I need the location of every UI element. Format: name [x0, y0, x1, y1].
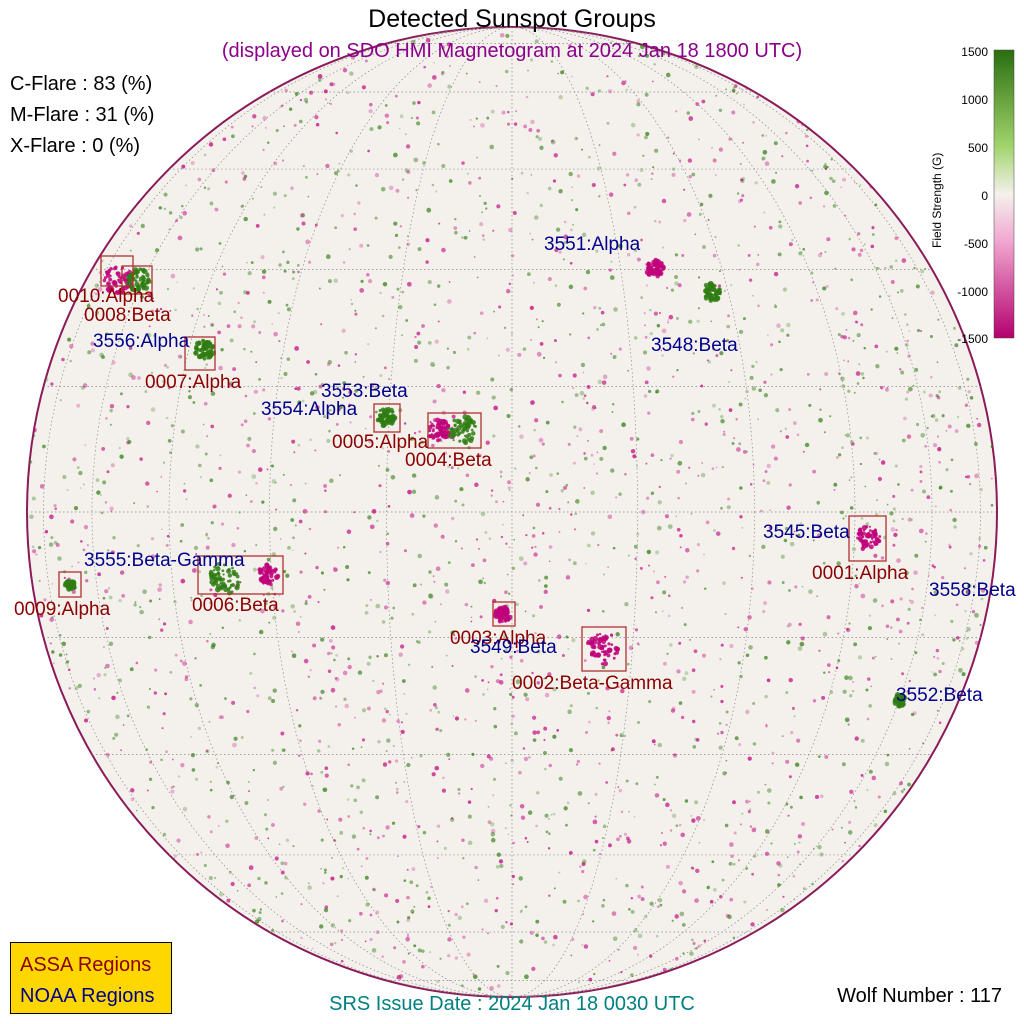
assa-region-label: 0005:Alpha	[332, 432, 429, 453]
assa-region-label: 0006:Beta	[192, 595, 279, 616]
magnetic-field-speckle	[28, 32, 995, 997]
assa-region-label: 0010:Alpha	[58, 286, 155, 307]
noaa-region-label: 3555:Beta-Gamma	[84, 550, 245, 571]
srs-issue-date: SRS Issue Date : 2024 Jan 18 0030 UTC	[329, 993, 695, 1015]
legend-noaa-regions: NOAA Regions	[20, 985, 155, 1007]
assa-region-label: 0001:Alpha	[812, 563, 909, 584]
colorbar	[993, 49, 1015, 339]
noaa-region-label: 3558:Beta	[929, 580, 1016, 601]
colorbar-tick: 1500	[961, 45, 988, 59]
sunspot-boxes	[58, 255, 908, 709]
colorbar-tick: -500	[963, 237, 988, 251]
m-flare-probability: M-Flare : 31 (%)	[10, 104, 155, 126]
noaa-region-label: 3545:Beta	[763, 522, 850, 543]
heliographic-grid	[27, 27, 997, 997]
noaa-region-label: 3548:Beta	[651, 335, 738, 356]
c-flare-probability: C-Flare : 83 (%)	[10, 73, 153, 95]
assa-region-label: 0002:Beta-Gamma	[512, 673, 673, 694]
assa-region-label: 0009:Alpha	[14, 599, 111, 620]
page-subtitle: (displayed on SDO HMI Magnetogram at 202…	[221, 40, 803, 62]
colorbar-tick: 500	[967, 141, 988, 155]
legend-box	[10, 942, 172, 1014]
colorbar-tick: 1000	[961, 93, 988, 107]
assa-region-label: 0003:Alpha	[450, 628, 547, 649]
noaa-region-label: 3551:Alpha	[544, 234, 641, 255]
wolf-number: Wolf Number : 117	[837, 985, 1002, 1007]
noaa-region-label: 3552:Beta	[896, 685, 983, 706]
assa-region-label: 0004:Beta	[405, 450, 492, 471]
page-title: Detected Sunspot Groups	[368, 5, 656, 33]
x-flare-probability: X-Flare : 0 (%)	[10, 135, 141, 157]
legend-assa-regions: ASSA Regions	[20, 954, 152, 976]
colorbar-tick: 0	[981, 189, 988, 203]
assa-region-label: 0007:Alpha	[145, 372, 242, 393]
colorbar-tick: -1000	[957, 285, 988, 299]
noaa-region-label: 3556:Alpha	[93, 331, 190, 352]
assa-region-label: 0008:Beta	[84, 305, 171, 326]
noaa-region-label: 3554:Alpha	[261, 399, 358, 420]
colorbar-tick: -1500	[957, 332, 988, 346]
noaa-region-label: 3553:Beta	[321, 381, 408, 402]
noaa-region-label: 3549:Beta	[470, 637, 557, 658]
